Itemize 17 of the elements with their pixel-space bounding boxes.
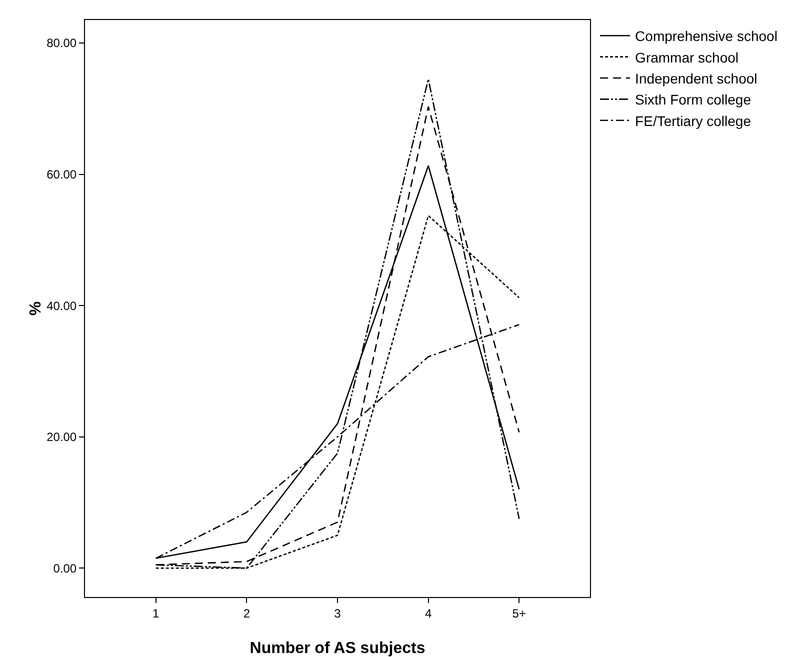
x-tick-label: 4: [424, 606, 432, 620]
y-tick-label: 0.00: [53, 561, 77, 576]
legend-label: Sixth Form college: [635, 92, 752, 108]
y-tick-label: 40.00: [46, 298, 77, 313]
y-tick-label: 60.00: [46, 167, 77, 182]
legend-label: Grammar school: [635, 49, 739, 66]
x-tick-label: 2: [243, 606, 250, 620]
legend-label: Comprehensive school: [635, 28, 778, 44]
x-tick-label: 3: [334, 606, 342, 620]
y-tick-label: 80.00: [46, 36, 77, 50]
x-tick-label: 1: [152, 606, 160, 620]
y-axis-title: %: [28, 301, 45, 316]
legend-label: Independent school: [635, 70, 758, 86]
x-tick-label: 5+: [512, 606, 526, 620]
legend-label: FE/Tertiary college: [635, 112, 752, 129]
y-tick-label: 20.00: [46, 430, 77, 444]
x-axis-title: Number of AS subjects: [250, 640, 426, 657]
